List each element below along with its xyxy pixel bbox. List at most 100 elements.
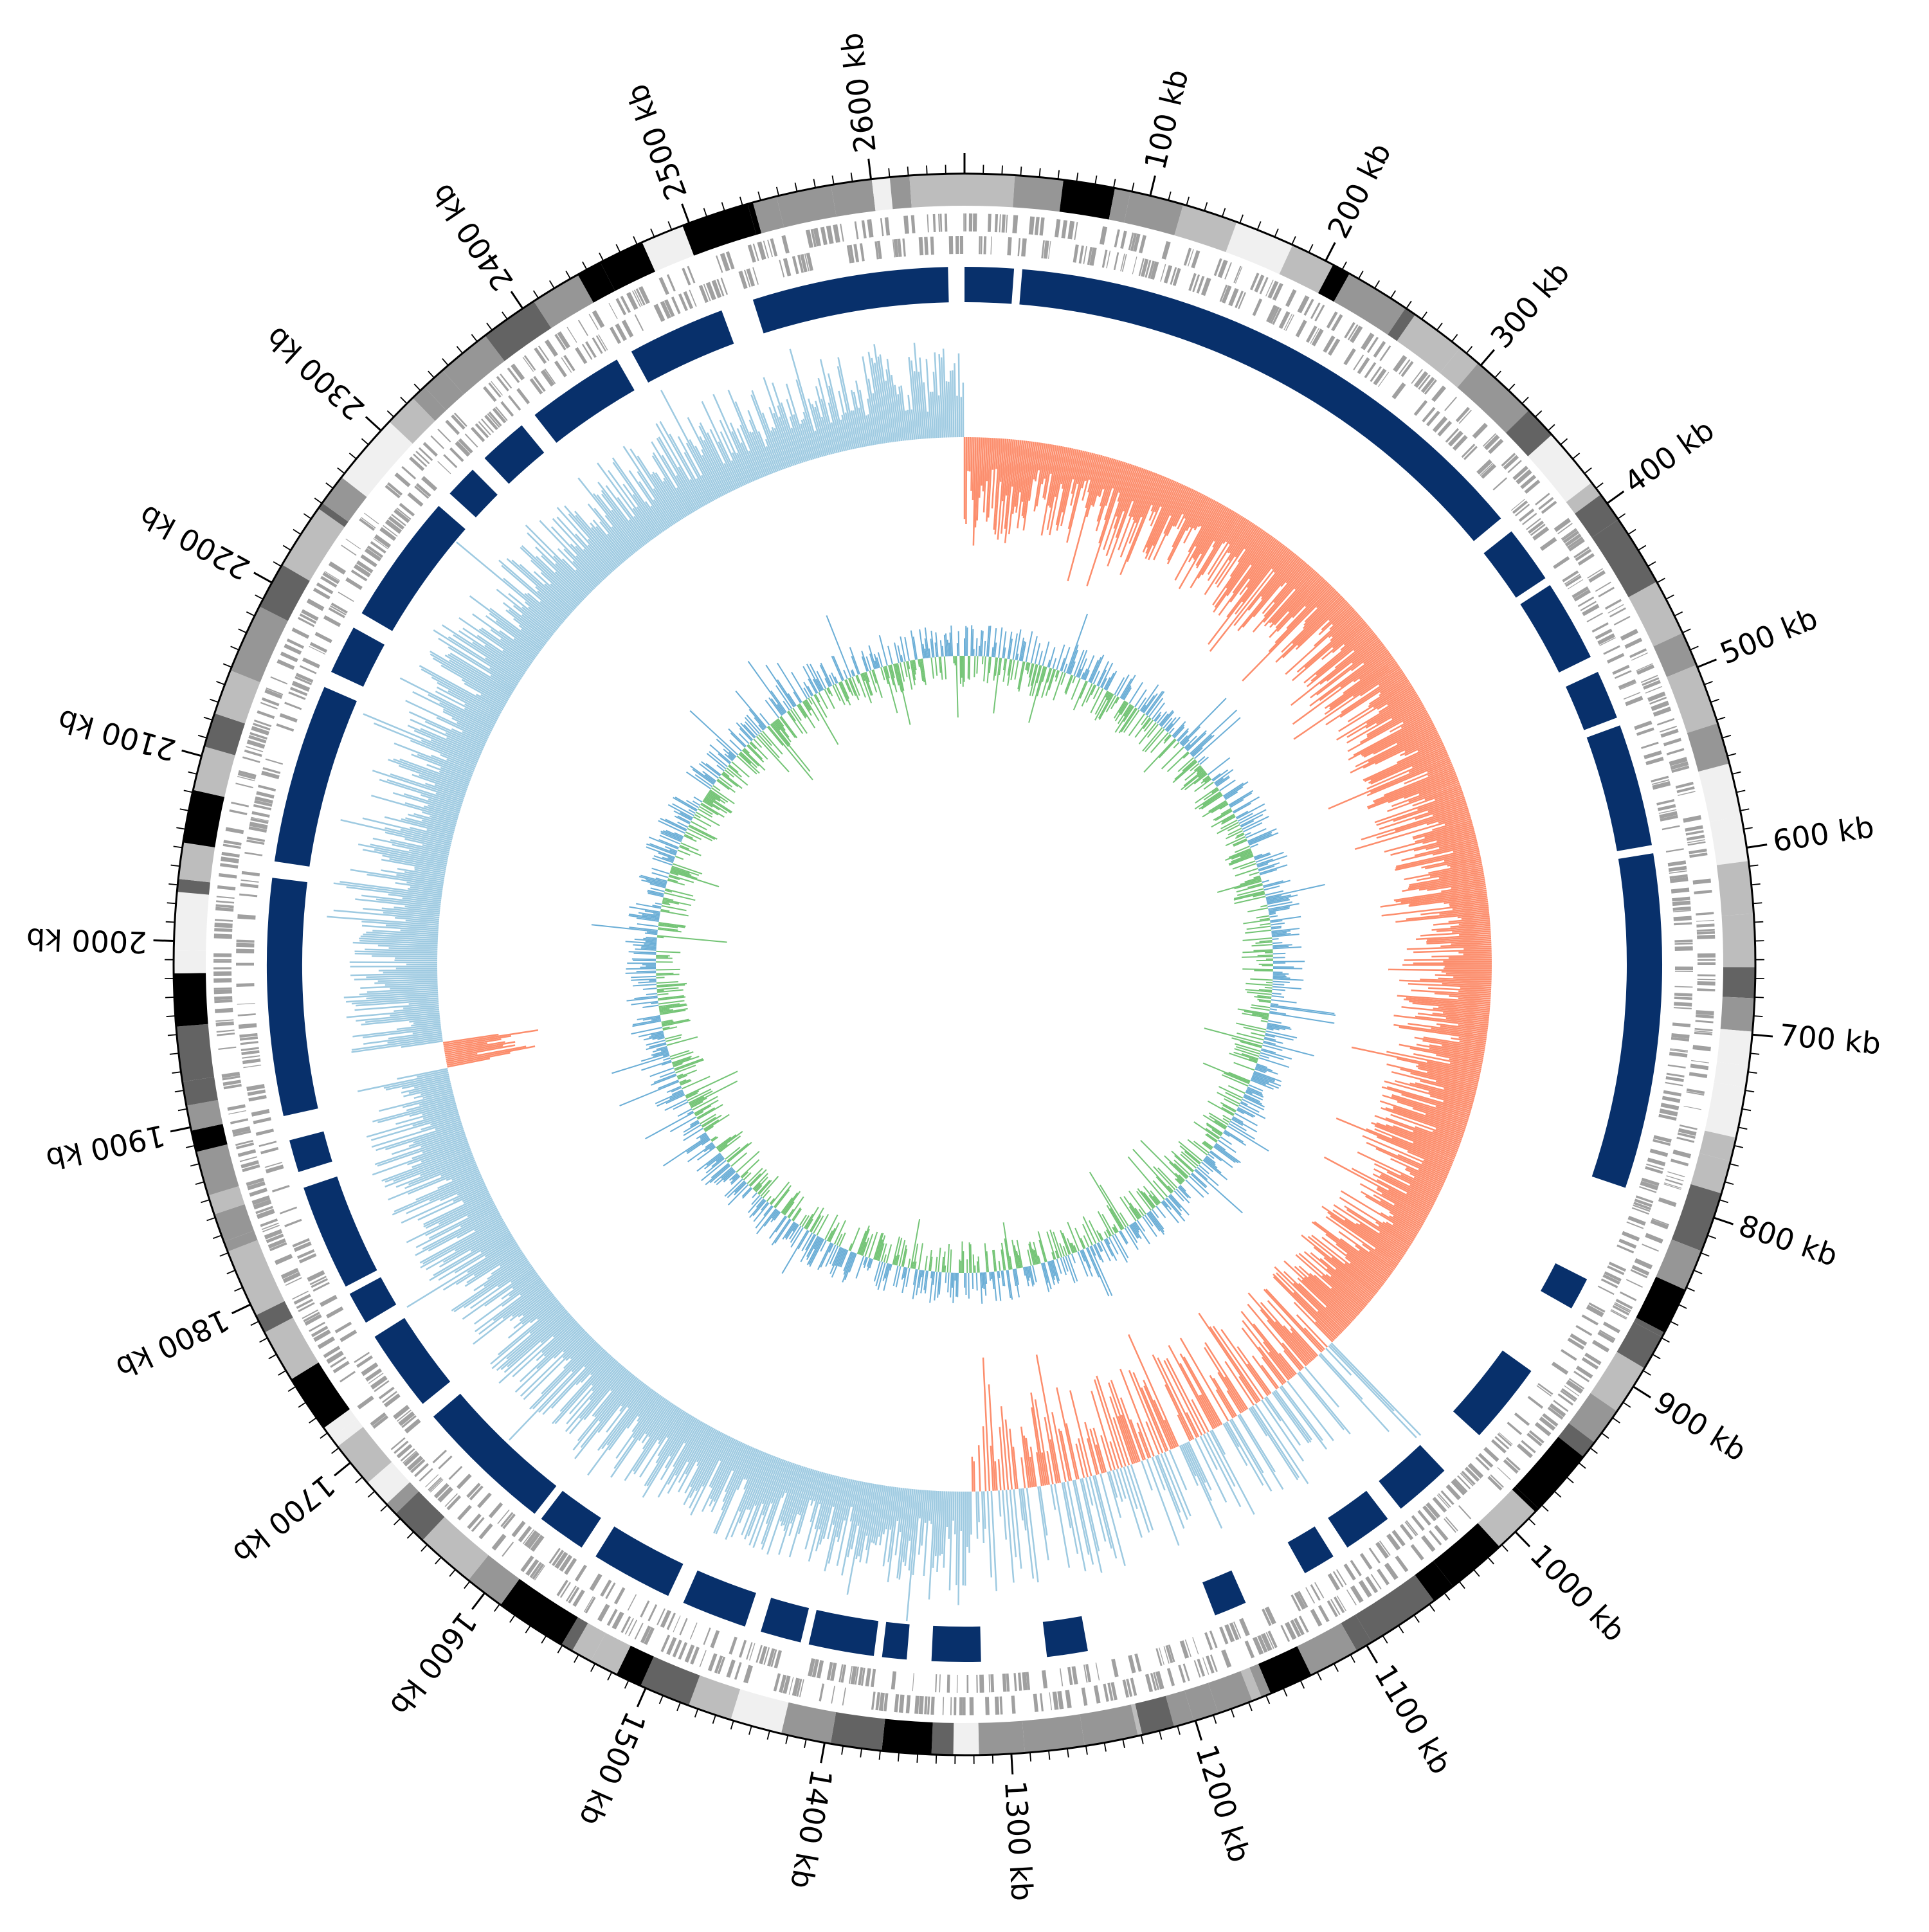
gene (1576, 1366, 1593, 1378)
gene (1535, 492, 1550, 505)
gene (516, 388, 530, 404)
gc-above (1090, 1247, 1112, 1296)
gc-above (694, 797, 702, 802)
gene (1094, 1685, 1101, 1704)
gc-below (656, 952, 680, 953)
gc-above (1273, 973, 1289, 974)
gene (407, 492, 423, 507)
minor-tick (534, 291, 539, 298)
gc-above (984, 641, 986, 656)
gc-above (976, 638, 977, 656)
gene (1445, 1517, 1458, 1531)
gene (545, 339, 558, 357)
gene (819, 1683, 824, 1701)
gene (969, 213, 973, 231)
gene (1696, 923, 1714, 927)
minor-tick (170, 1053, 179, 1054)
gc-above (949, 643, 950, 656)
gene (239, 894, 257, 898)
gc-above (1245, 833, 1251, 835)
gc-above (634, 953, 657, 954)
gc-below (1260, 905, 1267, 907)
gene (635, 314, 644, 331)
gc-below (1180, 1146, 1200, 1163)
gene (885, 217, 890, 235)
gc-above (1269, 916, 1278, 917)
skew-positive (1463, 953, 1492, 954)
gc-above (1273, 977, 1291, 978)
minor-tick (898, 1753, 899, 1762)
gene (781, 235, 790, 254)
gene (260, 1147, 278, 1154)
minor-tick (293, 530, 301, 535)
gene (700, 1650, 707, 1668)
minor-tick (1231, 1709, 1235, 1717)
band-segment (1124, 191, 1183, 235)
gene (1683, 815, 1701, 823)
gc-below (1224, 1073, 1249, 1084)
gene (1697, 935, 1715, 939)
minor-tick (832, 176, 833, 185)
gc-below (656, 977, 664, 978)
gene (1062, 220, 1068, 239)
gene (1164, 265, 1172, 283)
minor-tick (1058, 170, 1059, 179)
gene (964, 213, 966, 231)
gc-above (1119, 1231, 1127, 1244)
minor-tick (210, 700, 218, 703)
gc-below (1095, 692, 1110, 721)
skew-negative (969, 1492, 970, 1553)
gene (1603, 1322, 1620, 1333)
gene (219, 873, 237, 878)
gene (1235, 267, 1242, 284)
gene (906, 1695, 910, 1713)
minor-tick (550, 280, 554, 288)
minor-tick (186, 1146, 195, 1148)
gene (1033, 1693, 1038, 1711)
gc-above (631, 977, 656, 978)
gc-below (1173, 743, 1179, 748)
minor-tick (172, 1072, 181, 1073)
major-tick (334, 1463, 350, 1476)
skew-positive (1110, 1441, 1119, 1468)
gc-below (1038, 1231, 1047, 1261)
band-segment (730, 1689, 788, 1733)
gc-above (956, 1273, 957, 1297)
gc-above (776, 1216, 787, 1232)
minor-tick (220, 1253, 228, 1256)
gc-above (1244, 1096, 1262, 1104)
band-segment (174, 892, 209, 951)
gene (1102, 249, 1108, 267)
gene (1498, 1467, 1511, 1480)
gc-above (635, 949, 657, 950)
tick-label: 2100 kb (54, 703, 179, 768)
gene (213, 953, 231, 957)
gene (260, 1218, 278, 1227)
minor-tick (309, 1418, 316, 1423)
gc-below (1251, 1005, 1270, 1007)
gene (1575, 1325, 1592, 1336)
gene (1082, 1688, 1088, 1706)
gc-below (1175, 761, 1196, 779)
gene (1296, 320, 1307, 337)
minor-tick (1186, 197, 1189, 205)
minor-tick (184, 790, 193, 792)
gene (1692, 1045, 1711, 1051)
minor-tick (387, 411, 394, 417)
gc-above (1272, 984, 1284, 985)
major-tick (511, 291, 523, 309)
gene (1528, 1396, 1543, 1409)
skew-negative (389, 948, 438, 950)
gene (943, 1697, 944, 1715)
gc-above (1271, 923, 1285, 925)
gene (258, 785, 276, 792)
minor-tick (198, 736, 206, 738)
major-tick (1011, 1754, 1013, 1774)
gene (1360, 1553, 1373, 1569)
minor-tick (1342, 262, 1346, 269)
minor-tick (494, 1604, 500, 1611)
block (485, 426, 545, 484)
skew-positive (971, 437, 972, 491)
gene (995, 214, 998, 232)
